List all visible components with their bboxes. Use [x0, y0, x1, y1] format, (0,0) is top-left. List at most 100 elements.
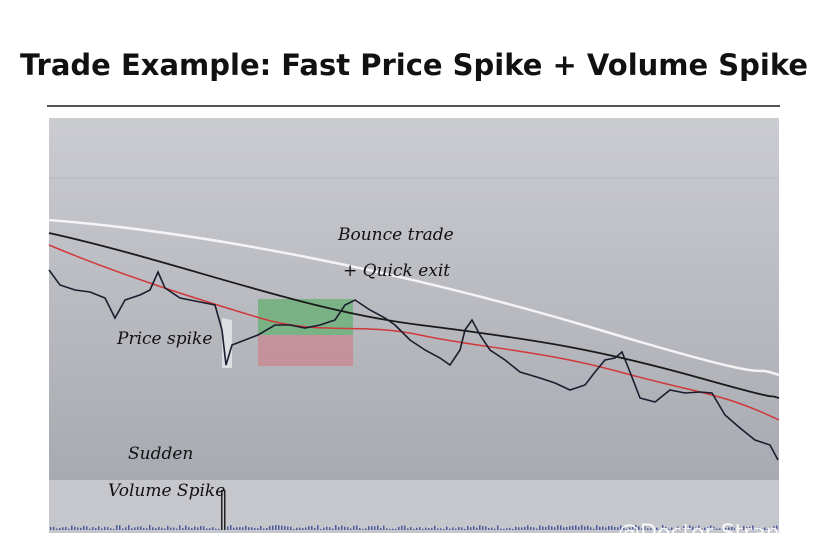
volume-bar [599, 526, 601, 530]
volume-bar [89, 528, 91, 530]
volume-bar [275, 525, 277, 530]
volume-panel [49, 480, 779, 533]
volume-bar [59, 528, 61, 530]
volume-bar [635, 525, 637, 530]
volume-bar [290, 526, 292, 530]
volume-bar [377, 525, 379, 530]
volume-bar [341, 525, 343, 530]
volume-bar [566, 527, 568, 530]
volume-bar [284, 526, 286, 530]
volume-bar [74, 526, 76, 530]
volume-bar [308, 526, 310, 530]
volume-bar [638, 526, 640, 530]
volume-bar [650, 528, 652, 530]
volume-bar [593, 528, 595, 530]
volume-bar [680, 528, 682, 530]
annotation: + Quick exit [343, 261, 450, 281]
volume-bar [533, 527, 535, 530]
volume-bar [110, 528, 112, 530]
volume-bar [182, 528, 184, 530]
volume-bar [98, 526, 100, 530]
volume-bar [116, 525, 118, 530]
volume-bar [374, 526, 376, 530]
volume-bar [155, 528, 157, 530]
volume-bar [113, 528, 115, 530]
volume-bar [200, 525, 202, 530]
volume-bar [770, 528, 772, 530]
volume-bar [425, 527, 427, 530]
volume-bar [263, 528, 265, 530]
annotation: Bounce trade [337, 225, 454, 245]
volume-bar [671, 527, 673, 530]
volume-bar [368, 526, 370, 530]
volume-bar [701, 528, 703, 530]
volume-bar [185, 525, 187, 530]
volume-bar [722, 527, 724, 530]
volume-bar [68, 528, 70, 530]
annotation: Volume Spike [108, 481, 225, 501]
volume-bar [125, 527, 127, 530]
volume-bar [413, 528, 415, 530]
volume-bar [344, 526, 346, 530]
annotation: Price spike [116, 329, 212, 349]
volume-bar [758, 527, 760, 530]
volume-bar [323, 527, 325, 530]
volume-bar [305, 527, 307, 530]
volume-bar [161, 527, 163, 530]
volume-bar [272, 525, 274, 530]
volume-bar [431, 527, 433, 530]
watermark: @Doctor Strange [618, 521, 807, 546]
volume-bar [743, 526, 745, 530]
volume-bar [665, 526, 667, 530]
volume-bar [53, 526, 55, 530]
volume-bar [389, 528, 391, 530]
volume-bar [662, 525, 664, 530]
volume-bar [137, 526, 139, 530]
volume-bar [224, 490, 226, 530]
volume-bar [278, 525, 280, 530]
volume-bar [677, 526, 679, 530]
volume-bar [617, 527, 619, 530]
volume-bar [107, 527, 109, 530]
volume-bar [77, 527, 79, 530]
volume-bar [257, 528, 259, 530]
volume-bar [515, 526, 517, 530]
volume-bar [755, 528, 757, 530]
volume-bar [170, 527, 172, 530]
volume-bar [302, 528, 304, 530]
volume-bar [287, 526, 289, 530]
volume-bar [731, 526, 733, 530]
volume-bar [335, 525, 337, 530]
volume-bar [314, 527, 316, 530]
volume-bar [416, 527, 418, 530]
volume-bar [470, 527, 472, 530]
volume-bar [434, 525, 436, 530]
volume-bar [317, 525, 319, 530]
volume-bar [152, 527, 154, 530]
volume-bar [692, 526, 694, 530]
volume-bar [443, 528, 445, 530]
volume-bar [659, 528, 661, 530]
volume-bar [698, 525, 700, 530]
volume-bars [50, 490, 778, 530]
volume-bar [158, 526, 160, 530]
price-panel [49, 118, 779, 480]
volume-bar [632, 527, 634, 530]
volume-bar [386, 528, 388, 530]
volume-bar [647, 528, 649, 530]
volume-bar [644, 526, 646, 530]
volume-bar [503, 528, 505, 530]
loss-zone [258, 335, 353, 366]
volume-bar [716, 528, 718, 530]
volume-bar [236, 527, 238, 530]
volume-bar [653, 526, 655, 530]
volume-bar [707, 527, 709, 530]
volume-bar [293, 528, 295, 530]
volume-bar [560, 525, 562, 530]
volume-bar [764, 527, 766, 530]
volume-bar [149, 525, 151, 530]
volume-bar [506, 528, 508, 530]
volume-bar [611, 525, 613, 530]
volume-bar [725, 527, 727, 530]
volume-bar [602, 526, 604, 530]
